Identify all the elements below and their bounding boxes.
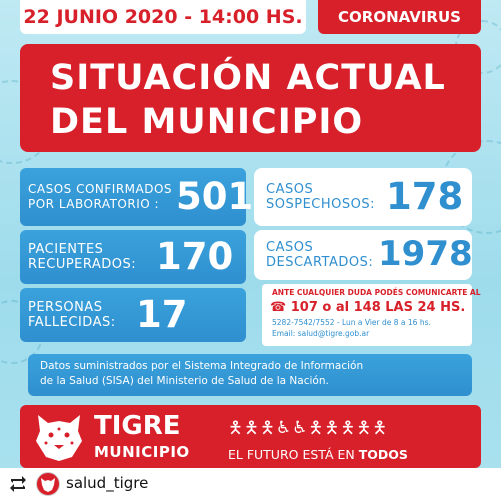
stat-confirmed-label-1: CASOS CONFIRMADOS: [28, 182, 173, 196]
contact-hours: 5282-7542/7552 - Lun a Vier de 8 a 16 hs…: [272, 318, 431, 327]
title-line-2: DEL MUNICIPIO: [50, 102, 364, 142]
stat-discarded-label-2: DESCARTADOS:: [266, 255, 374, 270]
person-icon: 🯅: [259, 418, 276, 438]
phone-icon: ☎: [270, 300, 287, 315]
tiger-logo-icon: [36, 415, 82, 461]
poster: 22 JUNIO 2020 - 14:00 HS. CORONAVIRUS SI…: [0, 0, 501, 468]
contact-email: Email: salud@tigre.gob.ar: [272, 329, 370, 338]
title-banner: SITUACIÓN ACTUAL DEL MUNICIPIO: [20, 44, 481, 152]
stat-deceased-label-1: PERSONAS: [28, 300, 103, 315]
people-icons: 🯅🯅🯅♿♿🯅🯅🯅🯅🯅: [228, 415, 472, 441]
stat-deceased: PERSONAS FALLECIDAS: 17: [20, 288, 246, 342]
username[interactable]: salud_tigre: [66, 474, 149, 492]
repost-icon[interactable]: [8, 476, 28, 492]
data-source-line-2: de la Salud (SISA) del Ministerio de Sal…: [40, 375, 329, 387]
stat-recovered-label-1: PACIENTES: [28, 242, 104, 257]
brand-sub: MUNICIPIO: [94, 443, 190, 461]
person-icon: ♿: [275, 418, 293, 438]
tiger-avatar-icon: [41, 478, 55, 492]
stat-recovered-label-2: RECUPERADOS:: [28, 257, 137, 272]
person-icon: 🯅: [372, 418, 389, 438]
coronavirus-tag: CORONAVIRUS: [318, 0, 481, 34]
stat-recovered: PACIENTES RECUPERADOS: 170: [20, 230, 246, 284]
stat-suspected-label-2: SOSPECHOSOS:: [266, 197, 375, 212]
contact-intro: ANTE CUALQUIER DUDA PODÉS COMUNICARTE AL: [272, 288, 481, 297]
title-line-1: SITUACIÓN ACTUAL: [50, 58, 446, 98]
stat-recovered-value: 170: [156, 235, 234, 278]
contact-phones: ☎ 107 o al 148 LAS 24 HS.: [270, 300, 465, 315]
stat-confirmed-label-2: POR LABORATORIO :: [28, 197, 160, 211]
person-icon: 🯅: [228, 418, 244, 438]
stat-suspected-value: 178: [386, 175, 464, 218]
person-icon: 🯅: [243, 418, 260, 438]
person-icon: 🯅: [324, 418, 341, 438]
stat-discarded-value: 1978: [378, 234, 473, 274]
slogan-bold: TODOS: [358, 447, 408, 462]
stat-confirmed-value: 501: [176, 175, 254, 218]
person-icon: 🯅: [340, 418, 357, 438]
brand-bar: TIGRE MUNICIPIO 🯅🯅🯅♿♿🯅🯅🯅🯅🯅 EL FUTURO EST…: [20, 405, 481, 468]
contact-info: ANTE CUALQUIER DUDA PODÉS COMUNICARTE AL…: [262, 284, 481, 346]
stat-deceased-value: 17: [136, 293, 188, 336]
data-source: Datos suministrados por el Sistema Integ…: [28, 354, 472, 396]
coronavirus-tag-text: CORONAVIRUS: [338, 8, 461, 26]
brand-name: TIGRE: [94, 411, 181, 441]
date-time-text: 22 JUNIO 2020 - 14:00 HS.: [23, 6, 303, 28]
person-icon: 🯅: [308, 418, 325, 438]
avatar[interactable]: [36, 472, 60, 496]
slogan: EL FUTURO ESTÁ EN TODOS: [228, 447, 408, 462]
stat-suspected-label-1: CASOS: [266, 182, 314, 197]
slogan-prefix: EL FUTURO ESTÁ EN: [228, 447, 355, 462]
stat-discarded: CASOS DESCARTADOS: 1978: [254, 230, 473, 280]
stat-deceased-label-2: FALLECIDAS:: [28, 315, 116, 330]
contact-phones-text: 107 o al 148 LAS 24 HS.: [290, 300, 466, 315]
stat-discarded-label-1: CASOS: [266, 240, 314, 255]
date-time-banner: 22 JUNIO 2020 - 14:00 HS.: [20, 0, 306, 34]
stat-confirmed: CASOS CONFIRMADOS POR LABORATORIO : 501: [20, 168, 253, 226]
person-icon: ♿: [292, 418, 309, 438]
person-icon: 🯅: [356, 418, 373, 438]
stat-suspected: CASOS SOSPECHOSOS: 178: [254, 168, 472, 226]
repost-footer: salud_tigre: [0, 468, 501, 500]
data-source-line-1: Datos suministrados por el Sistema Integ…: [40, 360, 364, 372]
